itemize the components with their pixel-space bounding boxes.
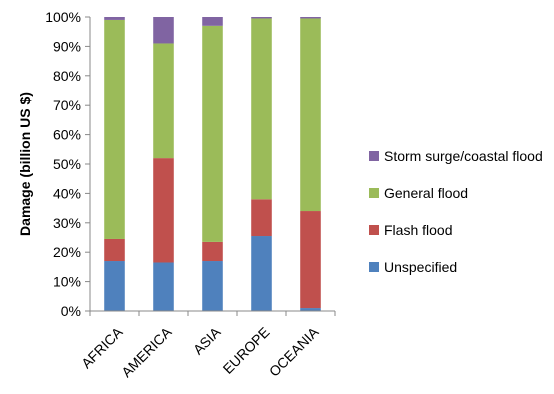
bar-segment <box>202 241 223 262</box>
bar-segment <box>251 236 272 311</box>
y-axis-label: Damage (billion US $) <box>17 92 33 236</box>
y-tick-label: 0% <box>61 303 81 319</box>
bar-segment <box>251 17 272 19</box>
y-tick-label: 50% <box>53 156 81 172</box>
bar-segment <box>300 308 321 311</box>
y-tick-label: 20% <box>53 244 81 260</box>
legend-swatch <box>369 151 379 161</box>
x-tick-label: EUROPE <box>219 324 272 377</box>
bar-segment <box>104 19 125 239</box>
bar-segment <box>202 261 223 311</box>
bar-segment <box>104 238 125 262</box>
bar-segment <box>251 199 272 237</box>
y-tick-label: 30% <box>53 215 81 231</box>
y-tick-label: 40% <box>53 185 81 201</box>
y-tick-label: 100% <box>45 9 81 25</box>
bar-segment <box>153 262 174 311</box>
x-tick-label: AFRICA <box>78 323 126 371</box>
legend-swatch <box>369 262 379 272</box>
bar-segment <box>153 158 174 263</box>
bar-segment <box>153 17 174 44</box>
bar-segment <box>153 43 174 159</box>
y-tick-label: 80% <box>53 68 81 84</box>
legend-label: Storm surge/coastal flood <box>384 148 543 164</box>
bar-segment <box>251 18 272 200</box>
legend-swatch <box>369 188 379 198</box>
bar-segment <box>300 17 321 19</box>
bar-segment <box>104 17 125 20</box>
legend-label: Unspecified <box>384 259 457 275</box>
bar-segment <box>202 25 223 242</box>
y-tick-label: 60% <box>53 127 81 143</box>
bar-segment <box>300 18 321 212</box>
x-tick-label: AMERICA <box>118 323 175 380</box>
legend-label: General flood <box>384 185 468 201</box>
legend-swatch <box>369 225 379 235</box>
bar-segment <box>300 211 321 309</box>
x-tick-label: ASIA <box>190 323 224 357</box>
x-tick-label: OCEANIA <box>266 323 322 379</box>
bar-segment <box>104 261 125 311</box>
y-tick-label: 90% <box>53 38 81 54</box>
legend-label: Flash flood <box>384 222 452 238</box>
y-tick-label: 10% <box>53 274 81 290</box>
bar-segment <box>202 17 223 26</box>
y-tick-label: 70% <box>53 97 81 113</box>
